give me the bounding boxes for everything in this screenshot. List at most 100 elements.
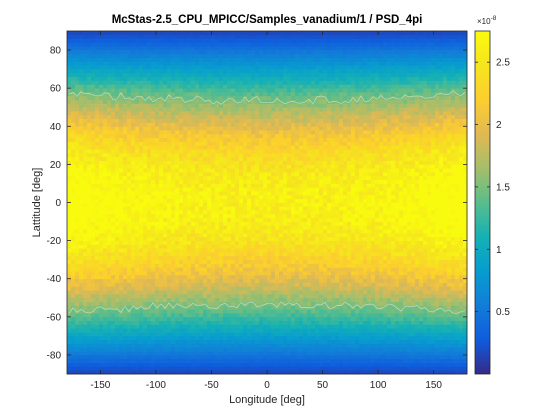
heatmap-cell <box>351 217 356 222</box>
heatmap-cell <box>423 282 428 287</box>
heatmap-cell <box>151 305 156 310</box>
heatmap-cell <box>359 351 364 356</box>
heatmap-cell <box>187 335 192 341</box>
heatmap-cell <box>199 282 204 287</box>
heatmap-cell <box>147 206 152 211</box>
heatmap-cell <box>315 313 320 318</box>
heatmap-cell <box>115 362 120 367</box>
heatmap-cell <box>191 320 196 325</box>
heatmap-cell <box>375 248 380 253</box>
heatmap-cell <box>191 183 196 188</box>
heatmap-cell <box>271 274 276 280</box>
heatmap-cell <box>111 358 116 363</box>
heatmap-cell <box>259 286 264 291</box>
heatmap-cell <box>435 293 440 299</box>
heatmap-cell <box>359 194 364 200</box>
heatmap-cell <box>267 213 272 219</box>
heatmap-cell <box>215 351 220 356</box>
heatmap-cell <box>271 297 276 302</box>
heatmap-cell <box>171 324 176 329</box>
heatmap-cell <box>311 248 316 253</box>
heatmap-cell <box>67 183 72 188</box>
heatmap-cell <box>443 351 448 356</box>
heatmap-cell <box>315 217 320 222</box>
heatmap-cell <box>267 232 272 238</box>
heatmap-cell <box>123 194 128 200</box>
heatmap-cell <box>179 324 184 329</box>
heatmap-cell <box>187 194 192 200</box>
heatmap-cell <box>91 271 96 276</box>
heatmap-cell <box>375 370 380 375</box>
heatmap-cell <box>239 255 244 261</box>
heatmap-cell <box>287 335 292 341</box>
heatmap-cell <box>431 271 436 276</box>
heatmap-cell <box>247 316 252 321</box>
heatmap-cell <box>195 198 200 203</box>
heatmap-cell <box>299 358 304 363</box>
heatmap-cell <box>271 202 276 207</box>
heatmap-cell <box>443 202 448 207</box>
heatmap-cell <box>83 278 88 283</box>
heatmap-cell <box>111 244 116 249</box>
heatmap-cell <box>419 370 424 375</box>
heatmap-cell <box>223 236 228 241</box>
heatmap-cell <box>83 252 88 257</box>
heatmap-cell <box>207 316 212 321</box>
heatmap-cell <box>111 255 116 261</box>
heatmap-cell <box>131 305 136 310</box>
heatmap-cell <box>219 187 224 192</box>
heatmap-cell <box>271 229 276 234</box>
heatmap-cell <box>335 324 340 329</box>
heatmap-cell <box>407 198 412 203</box>
heatmap-cell <box>227 225 232 230</box>
heatmap-cell <box>83 187 88 192</box>
heatmap-cell <box>399 339 404 344</box>
heatmap-cell <box>439 343 444 348</box>
heatmap-cell <box>203 248 208 253</box>
heatmap-cell <box>219 354 224 360</box>
heatmap-cell <box>203 316 208 321</box>
heatmap-cell <box>259 232 264 238</box>
heatmap-cell <box>163 210 168 215</box>
heatmap-cell <box>311 362 316 367</box>
heatmap-cell <box>371 198 376 203</box>
heatmap-cell <box>387 358 392 363</box>
heatmap-cell <box>155 282 160 287</box>
heatmap-cell <box>127 282 132 287</box>
heatmap-cell <box>183 370 188 375</box>
heatmap-cell <box>351 232 356 238</box>
heatmap-cell <box>71 347 76 352</box>
heatmap-cell <box>451 263 456 268</box>
heatmap-cell <box>167 194 172 200</box>
heatmap-cell <box>383 293 388 299</box>
heatmap-cell <box>323 252 328 257</box>
heatmap-cell <box>227 267 232 272</box>
heatmap-cell <box>339 358 344 363</box>
heatmap-cell <box>427 252 432 257</box>
heatmap-cell <box>79 362 84 367</box>
heatmap-cell <box>255 316 260 321</box>
heatmap-cell <box>299 282 304 287</box>
heatmap-cell <box>359 290 364 295</box>
heatmap-cell <box>455 320 460 325</box>
heatmap-cell <box>283 221 288 226</box>
heatmap-cell <box>419 259 424 264</box>
heatmap-cell <box>195 202 200 207</box>
heatmap-cell <box>103 198 108 203</box>
heatmap-cell <box>227 301 232 306</box>
heatmap-cell <box>311 210 316 215</box>
heatmap-cell <box>299 191 304 196</box>
heatmap-cell <box>139 217 144 222</box>
heatmap-cell <box>127 183 132 188</box>
heatmap-cell <box>243 194 248 200</box>
heatmap-cell <box>439 313 444 318</box>
heatmap-cell <box>311 343 316 348</box>
heatmap-cell <box>351 267 356 272</box>
heatmap-cell <box>131 248 136 253</box>
heatmap-cell <box>203 290 208 295</box>
heatmap-cell <box>303 366 308 371</box>
heatmap-cell <box>87 286 92 291</box>
heatmap-cell <box>463 339 468 344</box>
heatmap-cell <box>411 343 416 348</box>
heatmap-cell <box>155 358 160 363</box>
